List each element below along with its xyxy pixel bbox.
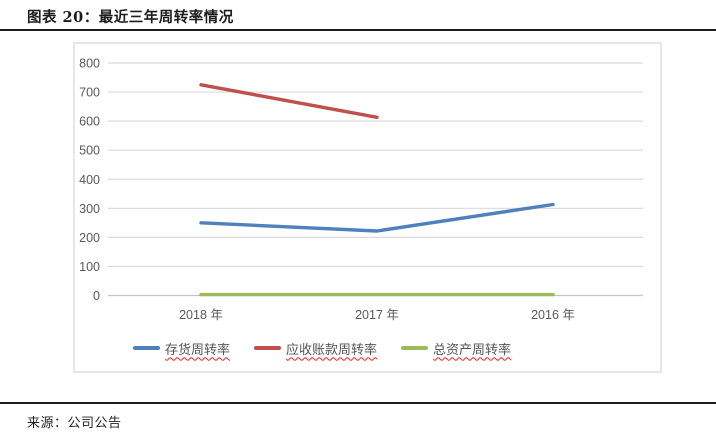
title-rule (0, 29, 716, 31)
legend-item-1: 应收账款周转率 (254, 339, 377, 358)
chart-legend: 存货周转率 应收账款周转率 总资产周转率 (133, 339, 511, 357)
legend-label: 总资产周转率 (433, 341, 512, 357)
y-axis-labels: 0 100 200 300 400 500 600 700 800 (79, 57, 100, 304)
source-text: 来源：公司公告 (27, 416, 122, 431)
legend-item-2: 总资产周转率 (401, 339, 511, 358)
x-axis-labels: 2018 年 2017 年 2016 年 (179, 308, 575, 322)
svg-text:2018 年: 2018 年 (179, 308, 223, 322)
svg-text:600: 600 (79, 115, 100, 129)
svg-text:2017 年: 2017 年 (355, 308, 399, 322)
series-line-0 (199, 202, 555, 233)
legend-swatch-icon (401, 346, 429, 350)
svg-text:2016 年: 2016 年 (531, 308, 575, 322)
svg-text:300: 300 (79, 202, 100, 216)
legend-item-0: 存货周转率 (133, 339, 230, 358)
svg-text:800: 800 (79, 57, 100, 71)
svg-text:0: 0 (93, 289, 100, 303)
svg-text:100: 100 (79, 260, 100, 274)
svg-text:700: 700 (79, 86, 100, 100)
svg-text:500: 500 (79, 144, 100, 158)
svg-text:200: 200 (79, 231, 100, 245)
figure-title: 图表 20：最近三年周转率情况 (27, 9, 234, 26)
chart-panel: 0 100 200 300 400 500 600 700 800 2018 年 2017 年 201… (73, 42, 662, 373)
legend-label: 存货周转率 (165, 341, 231, 357)
footer-rule (0, 402, 716, 404)
gridlines (108, 62, 643, 297)
legend-label: 应收账款周转率 (286, 341, 378, 357)
svg-text:400: 400 (79, 173, 100, 187)
legend-swatch-icon (133, 346, 160, 350)
series-line-1 (199, 83, 379, 119)
legend-swatch-icon (254, 346, 282, 350)
